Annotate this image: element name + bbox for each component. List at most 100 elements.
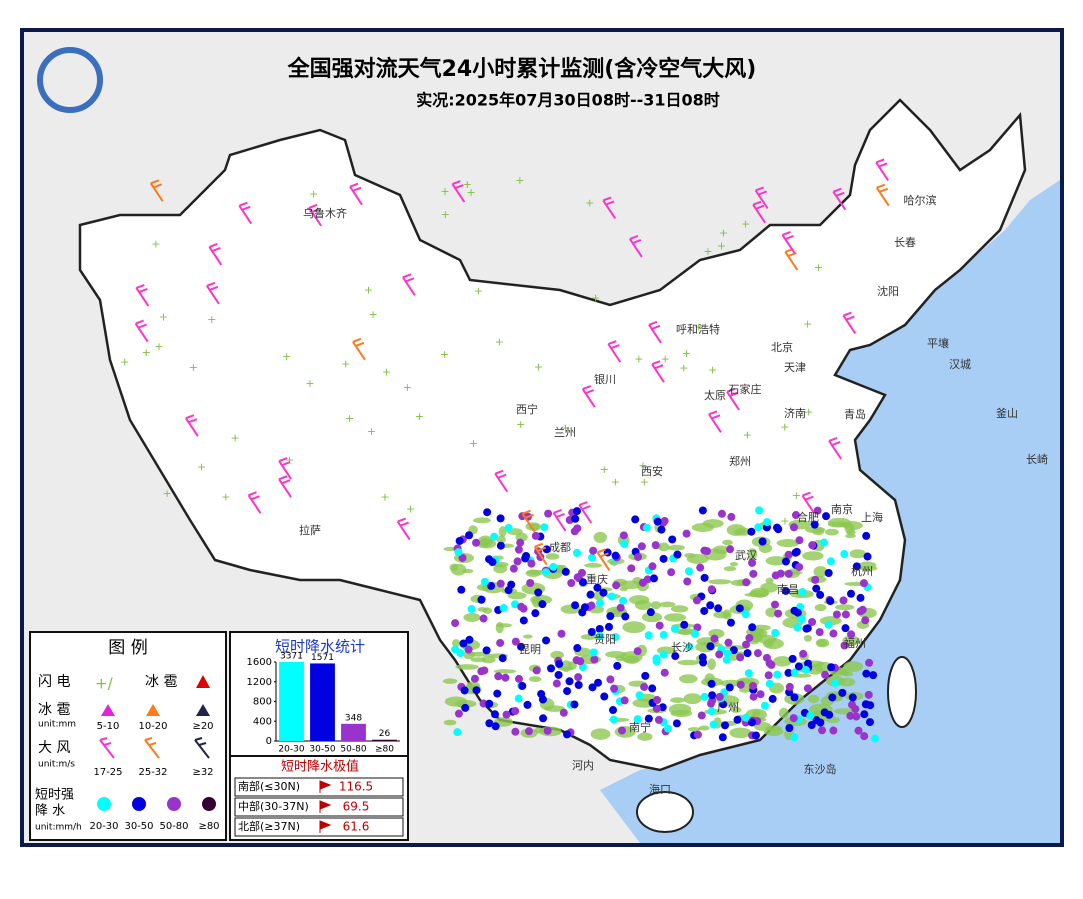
- lightning: +: [694, 321, 703, 334]
- rain-area: [670, 605, 689, 613]
- rain-dot: [635, 691, 644, 700]
- rain-area: [450, 563, 467, 576]
- hail-symbol: [196, 675, 210, 688]
- rain-area: [463, 612, 481, 622]
- rain-dot: [784, 550, 793, 559]
- city-label: 南京: [831, 502, 853, 516]
- rain-dot: [760, 701, 769, 710]
- rain-dot: [457, 585, 466, 594]
- rain-dot: [514, 674, 523, 683]
- rain-area: [765, 577, 774, 584]
- rain-dot: [571, 514, 580, 523]
- rain-dot: [477, 595, 486, 604]
- rain-area: [691, 523, 715, 532]
- rain-dot: [847, 630, 856, 639]
- rain-area: [729, 727, 752, 739]
- wind-barb: [578, 501, 593, 524]
- rain-area: [750, 587, 770, 598]
- rain-dot: [477, 667, 486, 676]
- rain-area: [747, 548, 758, 560]
- rain-dot: [606, 612, 615, 621]
- rain-dot: [588, 683, 597, 692]
- wind-barb: [875, 158, 889, 181]
- bar: [310, 663, 335, 741]
- rain-dot: [604, 622, 613, 631]
- legend-text: 降 水: [35, 804, 65, 819]
- rain-area: [664, 613, 687, 622]
- rain-dot: [606, 675, 615, 684]
- wind-barb: [352, 337, 366, 361]
- lightning: +: [534, 360, 543, 373]
- rain-dot: [511, 707, 520, 716]
- rain-dot: [485, 699, 494, 708]
- lightning: +: [463, 178, 472, 191]
- title: 全国强对流天气24小时累计监测(含冷空气大风): [287, 56, 757, 82]
- rain-dot: [801, 665, 810, 674]
- rain-dot: [640, 682, 649, 691]
- rain-dot: [485, 555, 494, 564]
- rain-dot: [735, 604, 744, 613]
- rain-dot: [490, 710, 499, 719]
- rain-dot: [633, 715, 642, 724]
- lightning: +: [197, 460, 206, 473]
- rain-dot: [501, 673, 510, 682]
- rain-dot: [870, 734, 879, 743]
- rain-dot: [540, 523, 549, 532]
- flag: [319, 800, 332, 813]
- rain-dot: [644, 631, 653, 640]
- rain-area: [442, 678, 458, 684]
- rain-area: [687, 727, 701, 732]
- rain-dot: [700, 573, 709, 582]
- rain-dot: [684, 567, 693, 576]
- rain-dot: [743, 649, 752, 658]
- rain-dot: [459, 639, 468, 648]
- rain-dot: [613, 661, 622, 670]
- x-tick-label: ≥80: [375, 745, 394, 755]
- rain-dot: [483, 508, 492, 517]
- rain-area: [605, 651, 627, 658]
- rain-dot: [586, 590, 595, 599]
- rain-mark: [132, 797, 146, 811]
- rain-area: [683, 693, 702, 705]
- legend-text: 冰 雹: [38, 702, 70, 718]
- rain-dot: [616, 603, 625, 612]
- rain-dot: [755, 506, 764, 515]
- rain-area: [628, 595, 650, 605]
- rain-area: [580, 634, 599, 640]
- rain-dot: [808, 617, 817, 626]
- wind-barb: [832, 187, 847, 211]
- rain-dot: [846, 711, 855, 720]
- rain-dot: [574, 680, 583, 689]
- rain-dot: [493, 689, 502, 698]
- extreme-value: 69.5: [343, 800, 370, 814]
- rain-dot: [659, 650, 668, 659]
- lightning: +: [440, 185, 449, 198]
- lightning: +: [345, 412, 354, 425]
- rain-dot: [702, 547, 711, 556]
- rain-dot: [785, 724, 794, 733]
- rain-dot: [671, 652, 680, 661]
- lightning: +: [221, 491, 230, 504]
- rain-dot: [821, 670, 830, 679]
- rain-dot: [646, 608, 655, 617]
- rain-dot: [714, 604, 723, 613]
- rain-dot: [864, 690, 873, 699]
- rain-area: [708, 579, 732, 585]
- rain-area: [454, 700, 477, 708]
- bar-value: 3371: [280, 652, 303, 662]
- wind-mark: [194, 737, 210, 759]
- rain-dot: [496, 514, 505, 523]
- rain-area: [762, 638, 784, 650]
- legend-title: 图 例: [108, 638, 147, 658]
- city-label: 成都: [549, 541, 571, 554]
- lightning: +: [403, 381, 412, 394]
- rain-dot: [634, 552, 643, 561]
- y-tick-label: 1200: [247, 677, 272, 688]
- rain-dot: [861, 616, 870, 625]
- rain-dot: [682, 529, 691, 538]
- rain-dot: [479, 699, 488, 708]
- rain-dot: [715, 650, 724, 659]
- rain-dot: [710, 634, 719, 643]
- extremes-title: 短时降水极值: [281, 759, 359, 775]
- rain-dot: [718, 733, 727, 742]
